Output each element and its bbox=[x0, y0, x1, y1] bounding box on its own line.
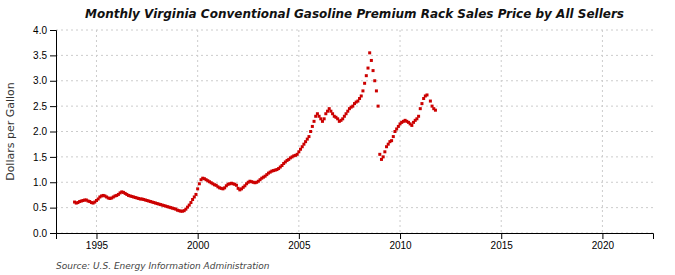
title: Monthly Virginia Conventional Gasoline P… bbox=[85, 7, 624, 21]
tick-mark bbox=[50, 233, 56, 234]
point bbox=[365, 74, 368, 77]
grid-line bbox=[56, 106, 653, 107]
tick-label: 2005 bbox=[288, 240, 311, 251]
point bbox=[196, 187, 199, 190]
tick: 2020 bbox=[592, 233, 615, 251]
point bbox=[370, 59, 373, 62]
grid bbox=[56, 30, 653, 233]
point bbox=[235, 184, 238, 187]
tick: 0.5 bbox=[33, 202, 56, 213]
tick-label: 3.5 bbox=[33, 50, 47, 61]
tick: 3.0 bbox=[33, 75, 56, 86]
chart: 1995 2000 2005 2010 2015 2020 0.0 0.5 1.0 1.5 2.0 2… bbox=[0, 0, 675, 275]
tick-label: 2015 bbox=[491, 240, 514, 251]
tick: 0.0 bbox=[33, 228, 56, 239]
tick-mark bbox=[50, 208, 56, 209]
point bbox=[360, 94, 363, 97]
point bbox=[309, 130, 312, 133]
tick: 2015 bbox=[491, 233, 514, 251]
source: Source: U.S. Energy Information Administ… bbox=[56, 261, 270, 271]
tick-label: 0.0 bbox=[33, 228, 47, 239]
point bbox=[392, 135, 395, 138]
point bbox=[363, 82, 366, 85]
tick-label: 2020 bbox=[592, 240, 615, 251]
tick-label: 0.5 bbox=[33, 202, 47, 213]
tick-mark bbox=[96, 233, 97, 239]
tick: 2000 bbox=[187, 233, 210, 251]
x-axis: 1995 2000 2005 2010 2015 2020 bbox=[57, 233, 654, 251]
tick-label: 4.0 bbox=[33, 25, 47, 36]
tick-mark bbox=[50, 106, 56, 107]
point bbox=[368, 51, 371, 54]
point bbox=[429, 100, 432, 103]
point bbox=[382, 155, 385, 158]
point bbox=[434, 109, 437, 112]
grid-line bbox=[56, 30, 653, 31]
tick-label: 2000 bbox=[187, 240, 210, 251]
tick-mark bbox=[50, 55, 56, 56]
point bbox=[366, 67, 369, 70]
tick: 1995 bbox=[86, 233, 109, 251]
point bbox=[377, 105, 380, 108]
tick: 2.5 bbox=[33, 101, 56, 112]
tick-mark bbox=[198, 233, 199, 239]
tick-mark bbox=[501, 233, 502, 239]
point bbox=[417, 115, 420, 118]
point bbox=[194, 193, 197, 196]
point bbox=[198, 182, 201, 185]
plot: 1995 2000 2005 2010 2015 2020 0.0 0.5 1.0 1.5 2.0 2… bbox=[33, 25, 653, 251]
point bbox=[426, 93, 429, 96]
tick: 1.0 bbox=[33, 177, 56, 188]
tick-label: 1.5 bbox=[33, 152, 47, 163]
point bbox=[372, 69, 375, 72]
point bbox=[375, 89, 378, 92]
grid-line bbox=[56, 182, 653, 183]
tick-label: 1995 bbox=[86, 240, 109, 251]
tick-mark bbox=[400, 233, 401, 239]
grid-line bbox=[400, 30, 401, 233]
axis-line bbox=[57, 234, 654, 240]
grid-line bbox=[56, 156, 653, 157]
axis-line bbox=[50, 31, 57, 234]
tick: 1.5 bbox=[33, 152, 56, 163]
tick: 2.0 bbox=[33, 126, 56, 137]
tick-mark bbox=[50, 81, 56, 82]
tick-label: 2010 bbox=[389, 240, 412, 251]
point bbox=[313, 120, 316, 123]
point bbox=[420, 102, 423, 105]
point bbox=[361, 89, 364, 92]
point bbox=[410, 124, 413, 127]
tick-label: 2.0 bbox=[33, 126, 47, 137]
grid-line bbox=[298, 30, 299, 233]
tick-label: 1.0 bbox=[33, 177, 47, 188]
point bbox=[419, 107, 422, 110]
points bbox=[73, 51, 437, 212]
grid-line bbox=[56, 80, 653, 81]
tick-mark bbox=[50, 30, 56, 31]
grid-line bbox=[56, 55, 653, 56]
point bbox=[307, 135, 310, 138]
tick-mark bbox=[50, 132, 56, 133]
tick: 2010 bbox=[389, 233, 412, 251]
point bbox=[323, 117, 326, 120]
tick-mark bbox=[50, 182, 56, 183]
point bbox=[390, 139, 393, 142]
tick-label: 3.0 bbox=[33, 75, 47, 86]
point bbox=[373, 79, 376, 82]
y-axis: 0.0 0.5 1.0 1.5 2.0 2.5 3.0 3.5 4.0 bbox=[33, 25, 56, 239]
tick: 3.5 bbox=[33, 50, 56, 61]
tick-mark bbox=[50, 157, 56, 158]
tick-mark bbox=[602, 233, 603, 239]
point bbox=[378, 153, 381, 156]
tick: 2005 bbox=[288, 233, 311, 251]
point bbox=[311, 125, 314, 128]
tick-label: 2.5 bbox=[33, 101, 47, 112]
y-axis-title: Dollars per Gallon bbox=[4, 82, 17, 181]
point bbox=[189, 201, 192, 204]
grid-line bbox=[56, 207, 653, 208]
tick: 4.0 bbox=[33, 25, 56, 36]
grid-line bbox=[56, 131, 653, 132]
point bbox=[383, 150, 386, 153]
tick-mark bbox=[299, 233, 300, 239]
